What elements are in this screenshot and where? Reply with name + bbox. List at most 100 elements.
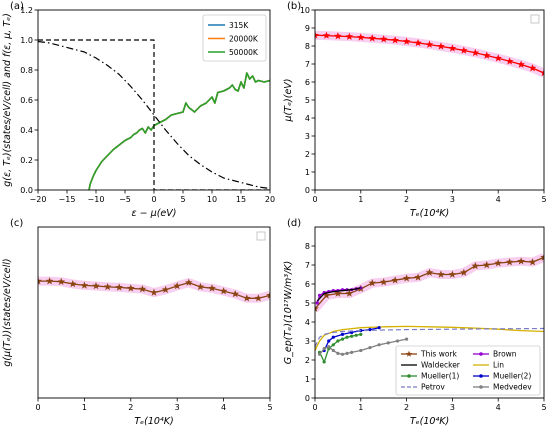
data-point [448,44,457,52]
data-point [340,337,345,341]
y-tick-label: 0.2 [20,156,33,165]
data-point [322,347,326,351]
panel-label: (d) [287,218,301,229]
y-tick-label: 6 [305,280,310,289]
x-tick-label: 3 [450,403,455,412]
legend-marker [407,374,411,378]
data-point [185,278,193,286]
x-tick-label: −5 [119,195,131,204]
data-point [471,48,480,57]
series-line-4 [319,333,361,363]
y-tick-label: 0.0 [20,186,33,195]
series-line-4 [38,40,270,190]
legend: 315K 20000K 50000K [202,14,267,62]
data-point [331,348,335,353]
data-point [173,282,181,290]
y-tick-label: 0.8 [20,66,33,75]
data-point [231,289,239,298]
data-point [322,360,326,364]
x-axis-label: Tₑ(10⁴K) [410,416,449,427]
x-tick-label: 0 [35,403,40,412]
data-point [336,351,340,355]
data-point [340,352,345,356]
data-point [322,31,331,39]
y-axis-label: G_ep(Tₑ)(10¹⁷W/m³/K) [283,261,294,364]
legend-marker [479,374,483,378]
series-group [315,253,544,364]
x-tick-label: 2 [404,403,409,412]
data-point [345,289,354,297]
data-point [528,258,537,266]
x-tick-label: 5 [267,403,272,412]
plot-background [38,227,270,398]
data-point [368,279,377,287]
data-point [368,346,372,350]
data-point [437,42,445,50]
data-point [517,257,525,265]
data-point [334,289,342,297]
series-line-2 [88,72,270,190]
data-point [80,281,89,289]
x-tick-label: 5 [180,195,185,204]
y-tick-label: 2 [305,150,310,159]
data-point [482,51,491,59]
data-point [505,258,514,266]
data-point [368,328,372,332]
y-tick-label: 4 [305,318,310,327]
panel-3: 0 1 2 3 4 5 0 1 2 3 4 5 6 7 8 (d) Tₑ(10⁴K) G_ep(Tₑ)(10¹⁷W… [283,218,547,427]
x-tick-label: 3 [450,195,455,204]
y-tick-label: 5 [305,96,310,105]
data-point [359,332,363,336]
y-tick-label: 7 [305,261,310,270]
data-point [38,277,42,285]
data-point [327,339,331,343]
data-point [315,304,319,312]
data-point [471,261,480,270]
data-point [482,261,491,269]
data-point [391,36,399,44]
x-axis-label: Tₑ(10⁴K) [410,208,449,219]
data-point [208,284,216,292]
y-tick-label: 8 [305,242,310,251]
y-tick-label: 3 [305,337,310,346]
data-point [379,278,388,286]
data-point [354,333,358,337]
legend-entry: This work [420,350,458,359]
data-point [45,277,54,285]
data-point [336,339,340,343]
data-point [368,34,377,42]
y-axis-label: μ(Tₑ)(eV) [283,79,294,123]
data-point [402,37,411,45]
data-point [315,301,319,305]
legend-entry: 50000K [229,48,259,57]
panel-label: (a) [10,1,24,12]
x-tick-label: 2 [404,195,409,204]
x-tick-label: 1 [358,403,363,412]
series-line-3 [38,39,270,190]
data-point [340,332,345,336]
x-tick-label: 3 [175,403,180,412]
y-tick-label: 7 [305,60,310,69]
data-point [350,334,354,338]
legend: This work Brown Waldecker Lin Mueller(1) Muel… [395,345,541,396]
y-tick-label: 2 [305,356,310,365]
data-point [460,268,468,276]
data-point [334,32,342,40]
data-point [528,64,537,72]
data-point [317,293,322,297]
data-point [327,345,331,349]
data-point [359,348,363,353]
data-point [138,285,147,293]
data-point [345,32,354,40]
data-point [331,343,335,347]
data-point [395,339,400,343]
data-point [505,57,514,65]
empty-legend-box [530,14,540,24]
y-tick-label: 3 [305,132,310,141]
series-group [38,277,270,302]
data-point [517,60,525,68]
data-point [219,287,228,295]
data-point [494,54,502,62]
data-point [315,31,319,39]
